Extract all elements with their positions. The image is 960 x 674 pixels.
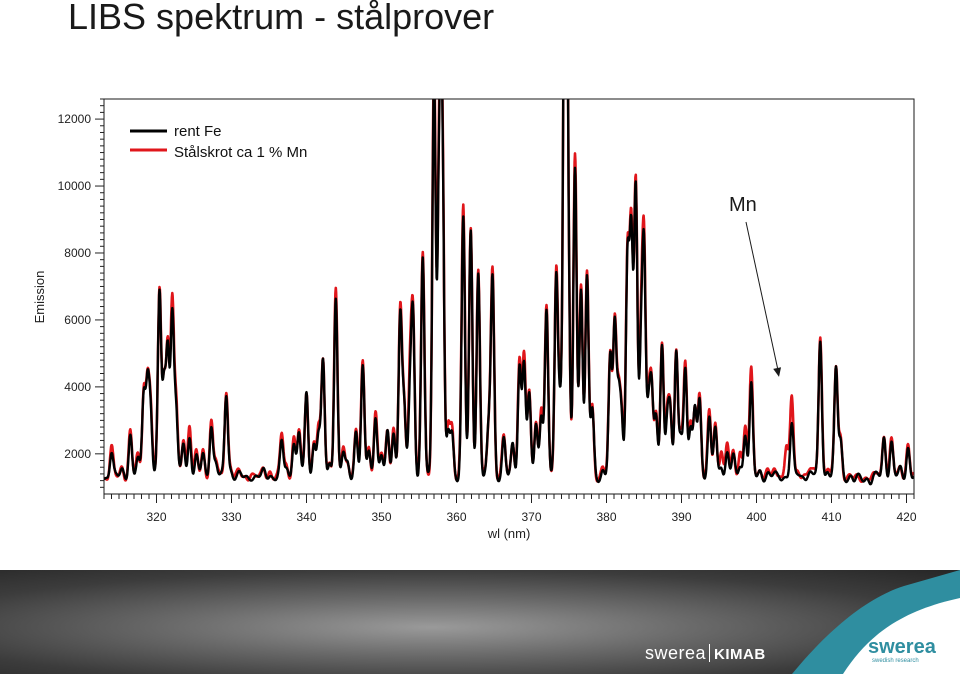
x-tick-label: 390 [671,510,691,524]
plot-frame [103,98,915,495]
legend-label-stalskrot: Stålskrot ca 1 % Mn [174,144,307,161]
legend: rent Fe Stålskrot ca 1 % Mn [130,123,307,161]
y-tick-label: 10000 [58,179,92,193]
spectrum-chart: 320 330 340 350 360 370 380 390 400 410 420 2000 400… [32,98,917,541]
axis-ticks [95,98,915,503]
legend-label-rent-fe: rent Fe [174,123,222,140]
x-tick-label: 400 [746,510,766,524]
y-tick-label: 2000 [64,447,91,461]
kimab-logo-kimab-text: KIMAB [714,646,766,663]
y-tick-label: 6000 [64,313,91,327]
kimab-logo-divider [709,644,711,662]
swerea-tagline: swedish research [872,658,919,664]
x-tick-label: 360 [446,510,466,524]
mn-annotation: Mn [729,194,782,377]
series-line-rent-fe [104,99,914,486]
tick-labels: 320 330 340 350 360 370 380 390 400 410 420 2000 400… [58,112,917,524]
y-tick-label: 12000 [58,112,92,126]
x-tick-label: 330 [221,510,241,524]
x-tick-label: 410 [821,510,841,524]
x-tick-label: 370 [521,510,541,524]
footer-swoosh [792,570,960,674]
x-tick-label: 340 [296,510,316,524]
mn-annotation-arrow [745,221,780,375]
x-tick-label: 380 [596,510,616,524]
x-tick-label: 320 [146,510,166,524]
y-axis-label: Emission [32,271,47,324]
kimab-logo-swerea-text: swerea [645,643,707,663]
swerea-kimab-logo: swerea KIMAB [645,643,766,664]
y-tick-label: 8000 [64,246,91,260]
mn-annotation-label: Mn [729,194,757,216]
series-lines [104,99,914,486]
swoosh-white-shape [843,598,960,674]
mn-annotation-arrowhead [773,367,782,377]
footer-band: swerea KIMAB swerea swedish research [0,570,960,674]
x-tick-label: 350 [371,510,391,524]
y-tick-label: 4000 [64,380,91,394]
x-tick-label: 420 [896,510,916,524]
slide-title: LIBS spektrum - stålprover [68,0,495,37]
swerea-logo: swerea [868,636,936,658]
x-axis-label: wl (nm) [487,526,531,541]
